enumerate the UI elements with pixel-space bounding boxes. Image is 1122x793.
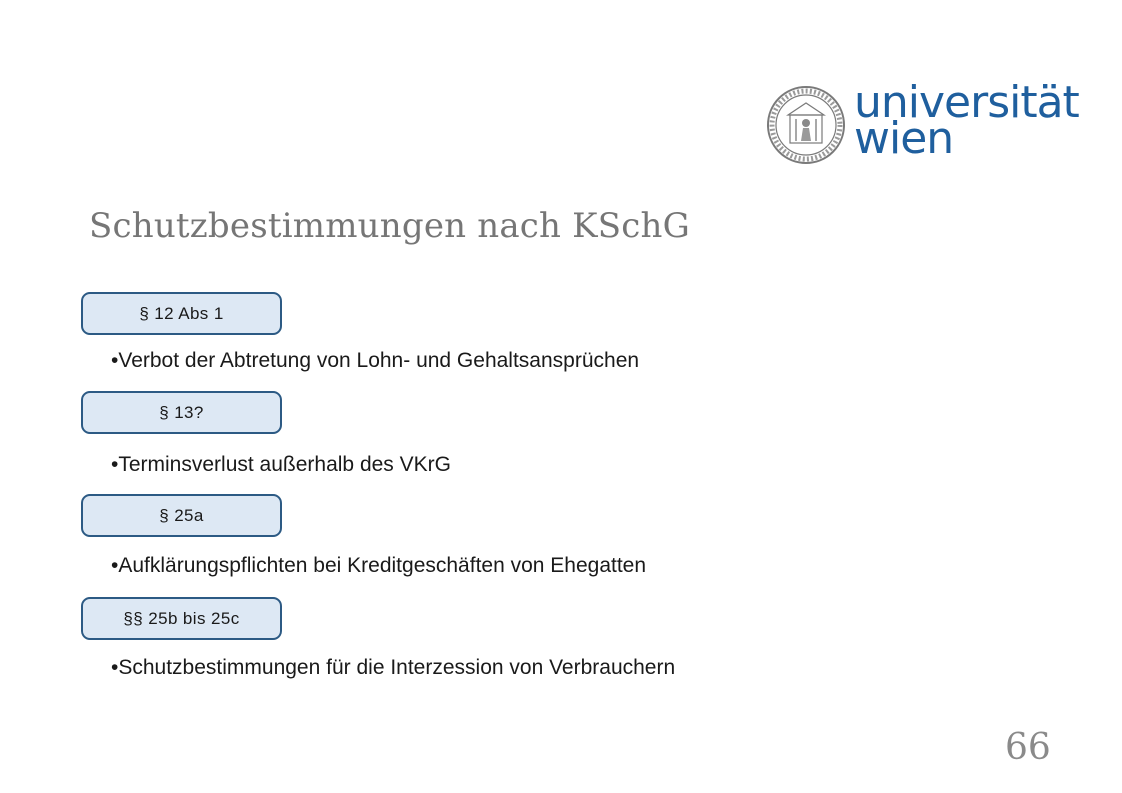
wordmark-line-2: wien [854, 113, 954, 164]
university-wordmark: universität wien [854, 77, 1080, 164]
section-badge: §§ 25b bis 25c [81, 597, 282, 640]
section-badge: § 25a [81, 494, 282, 537]
university-logo: universität wien [766, 81, 1080, 167]
page-number: 66 [1005, 727, 1051, 768]
section-bullet-text: •Schutzbestimmungen für die Interzession… [111, 656, 676, 679]
university-seal-icon [767, 86, 845, 164]
section-bullet-text: •Aufklärungspflichten bei Kreditgeschäft… [111, 554, 647, 577]
wordmark-line-1: universität [854, 77, 1080, 128]
slide-title: Schutzbestimmungen nach KSchG [89, 206, 690, 246]
section-badge: § 13? [81, 391, 282, 434]
section-paragraph-25a: § 25a •Aufklärungspflichten bei Kreditge… [81, 494, 781, 577]
section-bullet-text: •Verbot der Abtretung von Lohn- und Geha… [111, 349, 640, 372]
section-paragraph-12: § 12 Abs 1 •Verbot der Abtretung von Loh… [81, 292, 781, 372]
section-bullet-text: •Terminsverlust außerhalb des VKrG [111, 453, 451, 476]
section-badge: § 12 Abs 1 [81, 292, 282, 335]
section-paragraph-13: § 13? •Terminsverlust außerhalb des VKrG [81, 391, 781, 476]
section-paragraph-25b-25c: §§ 25b bis 25c •Schutzbestimmungen für d… [81, 597, 781, 679]
